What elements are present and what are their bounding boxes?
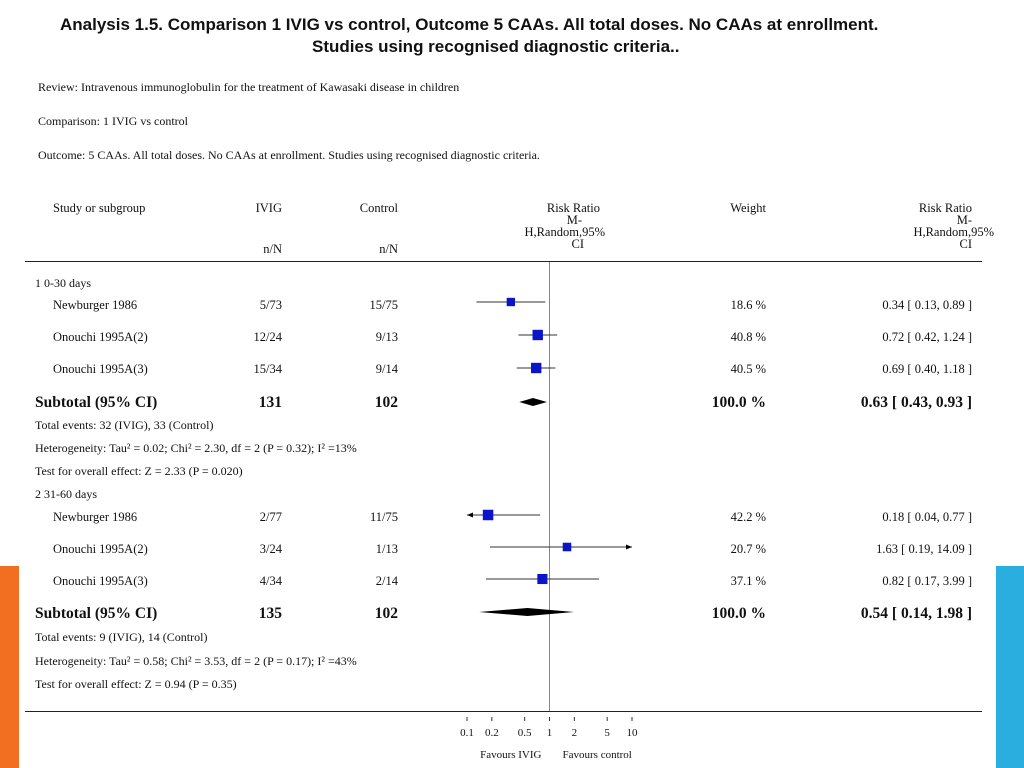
subtotal-diamond bbox=[479, 608, 574, 616]
header-rr-plot-line-2: M- bbox=[566, 213, 582, 227]
effect-marker bbox=[532, 329, 543, 341]
subtotal-control: 102 bbox=[374, 605, 398, 622]
group-label-0-30-days: 1 0-30 days bbox=[35, 276, 91, 290]
heterogeneity-note: Heterogeneity: Tau² = 0.58; Chi² = 3.53,… bbox=[35, 654, 357, 668]
overall-effect-note: Test for overall effect: Z = 2.33 (P = 0… bbox=[35, 464, 243, 478]
control-events: 2/14 bbox=[375, 574, 398, 588]
study-name: Onouchi 1995A(3) bbox=[53, 362, 148, 376]
group-label-31-60-days: 2 31-60 days bbox=[35, 487, 97, 501]
subtotal-diamond bbox=[519, 398, 547, 406]
control-events: 15/75 bbox=[369, 298, 398, 312]
study-name: Onouchi 1995A(3) bbox=[53, 574, 148, 588]
header-rr-line-1: Risk Ratio bbox=[918, 201, 972, 215]
axis-tick-label: 1 bbox=[547, 727, 553, 739]
ivig-events: 15/34 bbox=[253, 362, 282, 376]
header-rr-line-3: H,Random,95% bbox=[913, 225, 994, 239]
study-name: Onouchi 1995A(2) bbox=[53, 542, 148, 556]
header-rr-plot-line-4: CI bbox=[571, 237, 585, 251]
review-line: Review: Intravenous immunoglobulin for t… bbox=[38, 80, 460, 94]
subtotal-risk-ratio: 0.54 [ 0.14, 1.98 ] bbox=[860, 605, 972, 622]
subtotal-control: 102 bbox=[374, 394, 398, 411]
ci-arrow-left bbox=[467, 512, 473, 518]
title-line-2: Studies using recognised diagnostic crit… bbox=[312, 37, 680, 56]
study-weight: 20.7 % bbox=[730, 542, 766, 556]
analysis-title: Analysis 1.5. Comparison 1 IVIG vs contr… bbox=[60, 14, 1000, 58]
subtotal-risk-ratio: 0.63 [ 0.43, 0.93 ] bbox=[860, 394, 972, 411]
total-events-note: Total events: 9 (IVIG), 14 (Control) bbox=[35, 630, 208, 644]
heterogeneity-note: Heterogeneity: Tau² = 0.02; Chi² = 2.30,… bbox=[35, 441, 357, 455]
ivig-events: 3/24 bbox=[259, 542, 282, 556]
header-rr-plot-line-3: H,Random,95% bbox=[524, 225, 605, 239]
subtotal-weight: 100.0 % bbox=[711, 605, 766, 622]
study-weight: 42.2 % bbox=[730, 510, 766, 524]
study-name: Newburger 1986 bbox=[53, 298, 138, 312]
study-risk-ratio: 0.18 [ 0.04, 0.77 ] bbox=[882, 510, 972, 524]
effect-marker bbox=[482, 509, 494, 521]
effect-marker bbox=[562, 542, 572, 552]
study-risk-ratio: 0.34 [ 0.13, 0.89 ] bbox=[882, 298, 972, 312]
study-weight: 18.6 % bbox=[730, 298, 766, 312]
subtotal-ivig: 131 bbox=[258, 394, 282, 411]
study-weight: 40.8 % bbox=[730, 330, 766, 344]
effect-marker bbox=[506, 297, 516, 307]
overall-effect-note: Test for overall effect: Z = 0.94 (P = 0… bbox=[35, 677, 237, 691]
favours-ivig-label: Favours IVIG bbox=[480, 749, 541, 761]
comparison-line: Comparison: 1 IVIG vs control bbox=[38, 114, 188, 128]
header-ivig-sub: n/N bbox=[263, 242, 282, 256]
study-risk-ratio: 0.82 [ 0.17, 3.99 ] bbox=[882, 574, 972, 588]
study-weight: 40.5 % bbox=[730, 362, 766, 376]
title-line-1: Analysis 1.5. Comparison 1 IVIG vs contr… bbox=[60, 15, 879, 34]
control-events: 1/13 bbox=[375, 542, 398, 556]
ivig-events: 12/24 bbox=[253, 330, 282, 344]
header-rr-plot-line-1: Risk Ratio bbox=[546, 201, 600, 215]
axis-tick-label: 0.1 bbox=[460, 727, 474, 739]
axis-tick-label: 10 bbox=[627, 727, 639, 739]
axis-tick-label: 0.2 bbox=[485, 727, 499, 739]
control-events: 11/75 bbox=[369, 510, 398, 524]
study-name: Newburger 1986 bbox=[53, 510, 138, 524]
study-risk-ratio: 1.63 [ 0.19, 14.09 ] bbox=[876, 542, 972, 556]
axis-tick-label: 0.5 bbox=[518, 727, 532, 739]
header-ivig: IVIG bbox=[255, 201, 282, 215]
ci-arrow-right bbox=[626, 544, 632, 550]
header-control: Control bbox=[359, 201, 398, 215]
study-weight: 37.1 % bbox=[730, 574, 766, 588]
favours-control-label: Favours control bbox=[563, 749, 632, 761]
ivig-events: 2/77 bbox=[259, 510, 282, 524]
ivig-events: 4/34 bbox=[259, 574, 282, 588]
header-control-sub: n/N bbox=[379, 242, 398, 256]
control-events: 9/13 bbox=[375, 330, 398, 344]
outcome-line: Outcome: 5 CAAs. All total doses. No CAA… bbox=[38, 148, 540, 162]
axis-tick-label: 5 bbox=[604, 727, 610, 739]
header-rr-line-2: M- bbox=[956, 213, 972, 227]
study-risk-ratio: 0.72 [ 0.42, 1.24 ] bbox=[882, 330, 972, 344]
axis-tick-label: 2 bbox=[572, 727, 578, 739]
ivig-events: 5/73 bbox=[259, 298, 282, 312]
header-rr-line-4: CI bbox=[959, 237, 973, 251]
header-weight: Weight bbox=[730, 201, 766, 215]
subtotal-ivig: 135 bbox=[258, 605, 282, 622]
control-events: 9/14 bbox=[375, 362, 398, 376]
header-study: Study or subgroup bbox=[53, 201, 146, 215]
accent-bar-right bbox=[996, 566, 1024, 768]
subtotal-weight: 100.0 % bbox=[711, 394, 766, 411]
effect-marker bbox=[531, 362, 542, 374]
study-name: Onouchi 1995A(2) bbox=[53, 330, 148, 344]
accent-bar-left bbox=[0, 566, 19, 768]
subtotal-label: Subtotal (95% CI) bbox=[35, 394, 158, 411]
total-events-note: Total events: 32 (IVIG), 33 (Control) bbox=[35, 418, 214, 432]
subtotal-label: Subtotal (95% CI) bbox=[35, 605, 158, 622]
header-rule bbox=[25, 261, 982, 262]
footer-rule bbox=[25, 711, 982, 712]
study-risk-ratio: 0.69 [ 0.40, 1.18 ] bbox=[882, 362, 972, 376]
effect-marker bbox=[537, 573, 548, 585]
